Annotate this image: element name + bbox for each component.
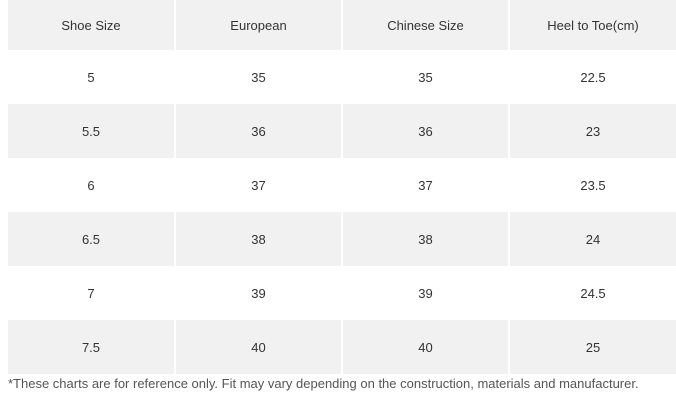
cell-heel-to-toe: 23 — [508, 104, 676, 158]
table-row: 6.5 38 38 24 — [8, 212, 676, 266]
table-row: 5.5 36 36 23 — [8, 104, 676, 158]
table-row: 7 39 39 24.5 — [8, 266, 676, 320]
cell-shoe-size: 5.5 — [8, 104, 175, 158]
cell-european: 37 — [174, 158, 342, 212]
cell-heel-to-toe: 23.5 — [508, 158, 676, 212]
cell-european: 40 — [174, 320, 342, 374]
cell-european: 35 — [174, 50, 342, 104]
cell-shoe-size: 7.5 — [8, 320, 175, 374]
column-header-european: European — [174, 0, 342, 50]
cell-chinese-size: 35 — [341, 50, 509, 104]
cell-european: 39 — [174, 266, 342, 320]
table-row: 6 37 37 23.5 — [8, 158, 676, 212]
column-header-shoe-size: Shoe Size — [8, 0, 175, 50]
cell-shoe-size: 6.5 — [8, 212, 175, 266]
table-body: 5 35 35 22.5 5.5 36 36 23 6 37 37 23.5 6… — [8, 50, 676, 374]
table-row: 7.5 40 40 25 — [8, 320, 676, 374]
cell-shoe-size: 6 — [8, 158, 175, 212]
header-row: Shoe Size European Chinese Size Heel to … — [8, 0, 676, 50]
cell-european: 36 — [174, 104, 342, 158]
size-chart-footnote: *These charts are for reference only. Fi… — [8, 376, 639, 391]
cell-heel-to-toe: 22.5 — [508, 50, 676, 104]
cell-heel-to-toe: 25 — [508, 320, 676, 374]
column-header-heel-to-toe: Heel to Toe(cm) — [508, 0, 676, 50]
cell-shoe-size: 7 — [8, 266, 175, 320]
cell-heel-to-toe: 24 — [508, 212, 676, 266]
cell-heel-to-toe: 24.5 — [508, 266, 676, 320]
table-row: 5 35 35 22.5 — [8, 50, 676, 104]
cell-chinese-size: 40 — [341, 320, 509, 374]
table-header: Shoe Size European Chinese Size Heel to … — [8, 0, 676, 50]
cell-chinese-size: 38 — [341, 212, 509, 266]
cell-chinese-size: 37 — [341, 158, 509, 212]
cell-chinese-size: 39 — [341, 266, 509, 320]
cell-chinese-size: 36 — [341, 104, 509, 158]
size-chart-table: Shoe Size European Chinese Size Heel to … — [8, 0, 676, 374]
column-header-chinese-size: Chinese Size — [341, 0, 509, 50]
cell-shoe-size: 5 — [8, 50, 175, 104]
cell-european: 38 — [174, 212, 342, 266]
